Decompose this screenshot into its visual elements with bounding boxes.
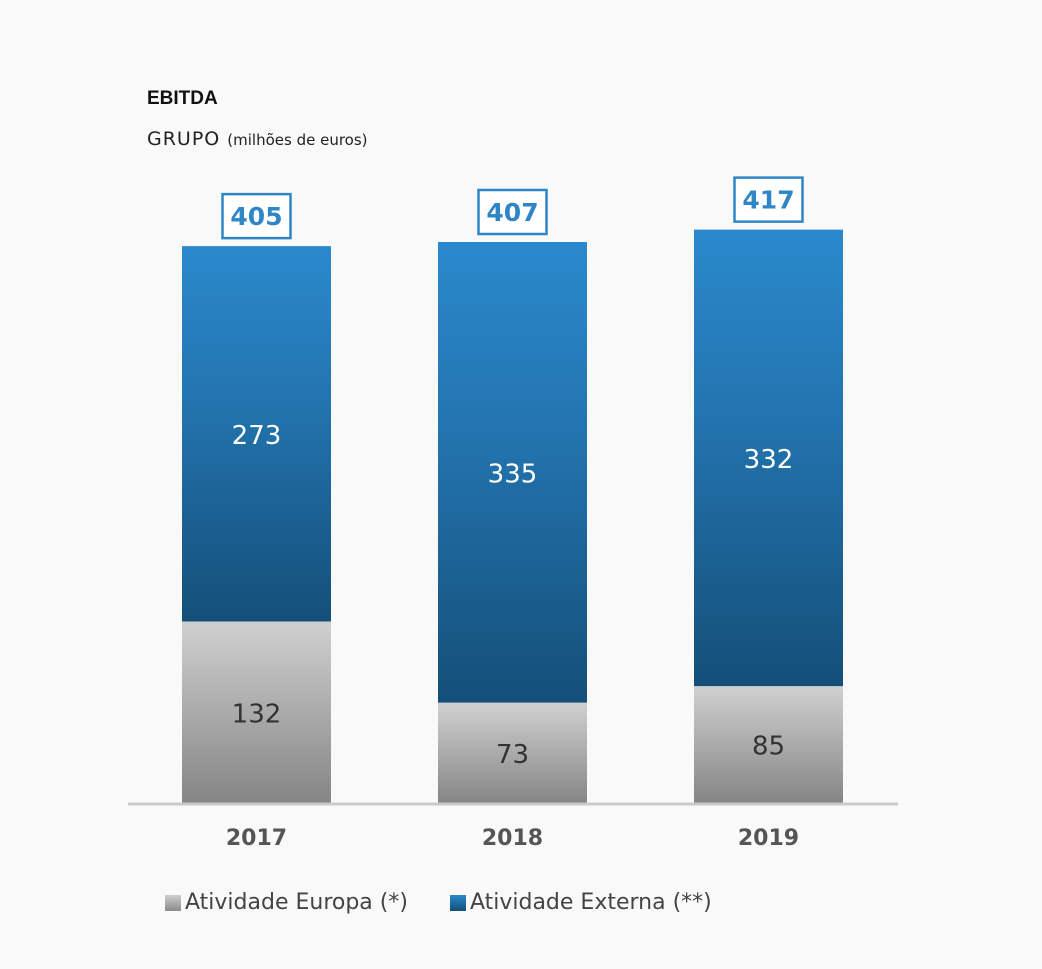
subtitle-group: GRUPO [147, 128, 221, 150]
legend-swatch-europa [165, 894, 181, 911]
total-box-2019 [733, 176, 804, 223]
subtitle-unit: (milhões de euros) [227, 131, 368, 149]
x-tick-2018: 2018 [482, 826, 543, 851]
legend-item-europa: Atividade Europa (*) [165, 890, 408, 915]
bar-europa-2018 [438, 702, 587, 803]
chart-title: EBITDA [147, 88, 218, 109]
bar-externa-2019 [694, 229, 843, 687]
bar-externa-2017 [182, 246, 331, 622]
label-europa-2019: 85 [752, 732, 785, 762]
label-externa-2019: 332 [744, 445, 794, 475]
legend-label-externa: Atividade Externa (**) [469, 890, 712, 915]
legend: Atividade Europa (*) Atividade Externa (… [165, 890, 712, 915]
total-label-2017: 405 [230, 202, 282, 231]
bar-externa-2018 [438, 242, 587, 703]
total-box-2018 [477, 188, 548, 236]
legend-item-externa: Atividade Externa (**) [449, 890, 712, 915]
total-label-2018: 407 [486, 198, 538, 227]
chart-subtitle: GRUPO (milhões de euros) [147, 128, 368, 150]
x-tick-2017: 2017 [226, 826, 287, 851]
legend-label-europa: Atividade Europa (*) [185, 890, 408, 915]
label-europa-2017: 132 [232, 699, 282, 729]
legend-swatch-externa [449, 894, 466, 911]
label-externa-2018: 335 [488, 459, 538, 489]
total-label-2019: 417 [742, 186, 794, 215]
total-box-2017 [221, 192, 292, 240]
bar-europa-2017 [182, 621, 331, 803]
label-externa-2017: 273 [232, 421, 282, 451]
label-europa-2018: 73 [496, 740, 529, 770]
x-tick-2019: 2019 [738, 826, 799, 851]
bar-europa-2019 [694, 686, 843, 803]
